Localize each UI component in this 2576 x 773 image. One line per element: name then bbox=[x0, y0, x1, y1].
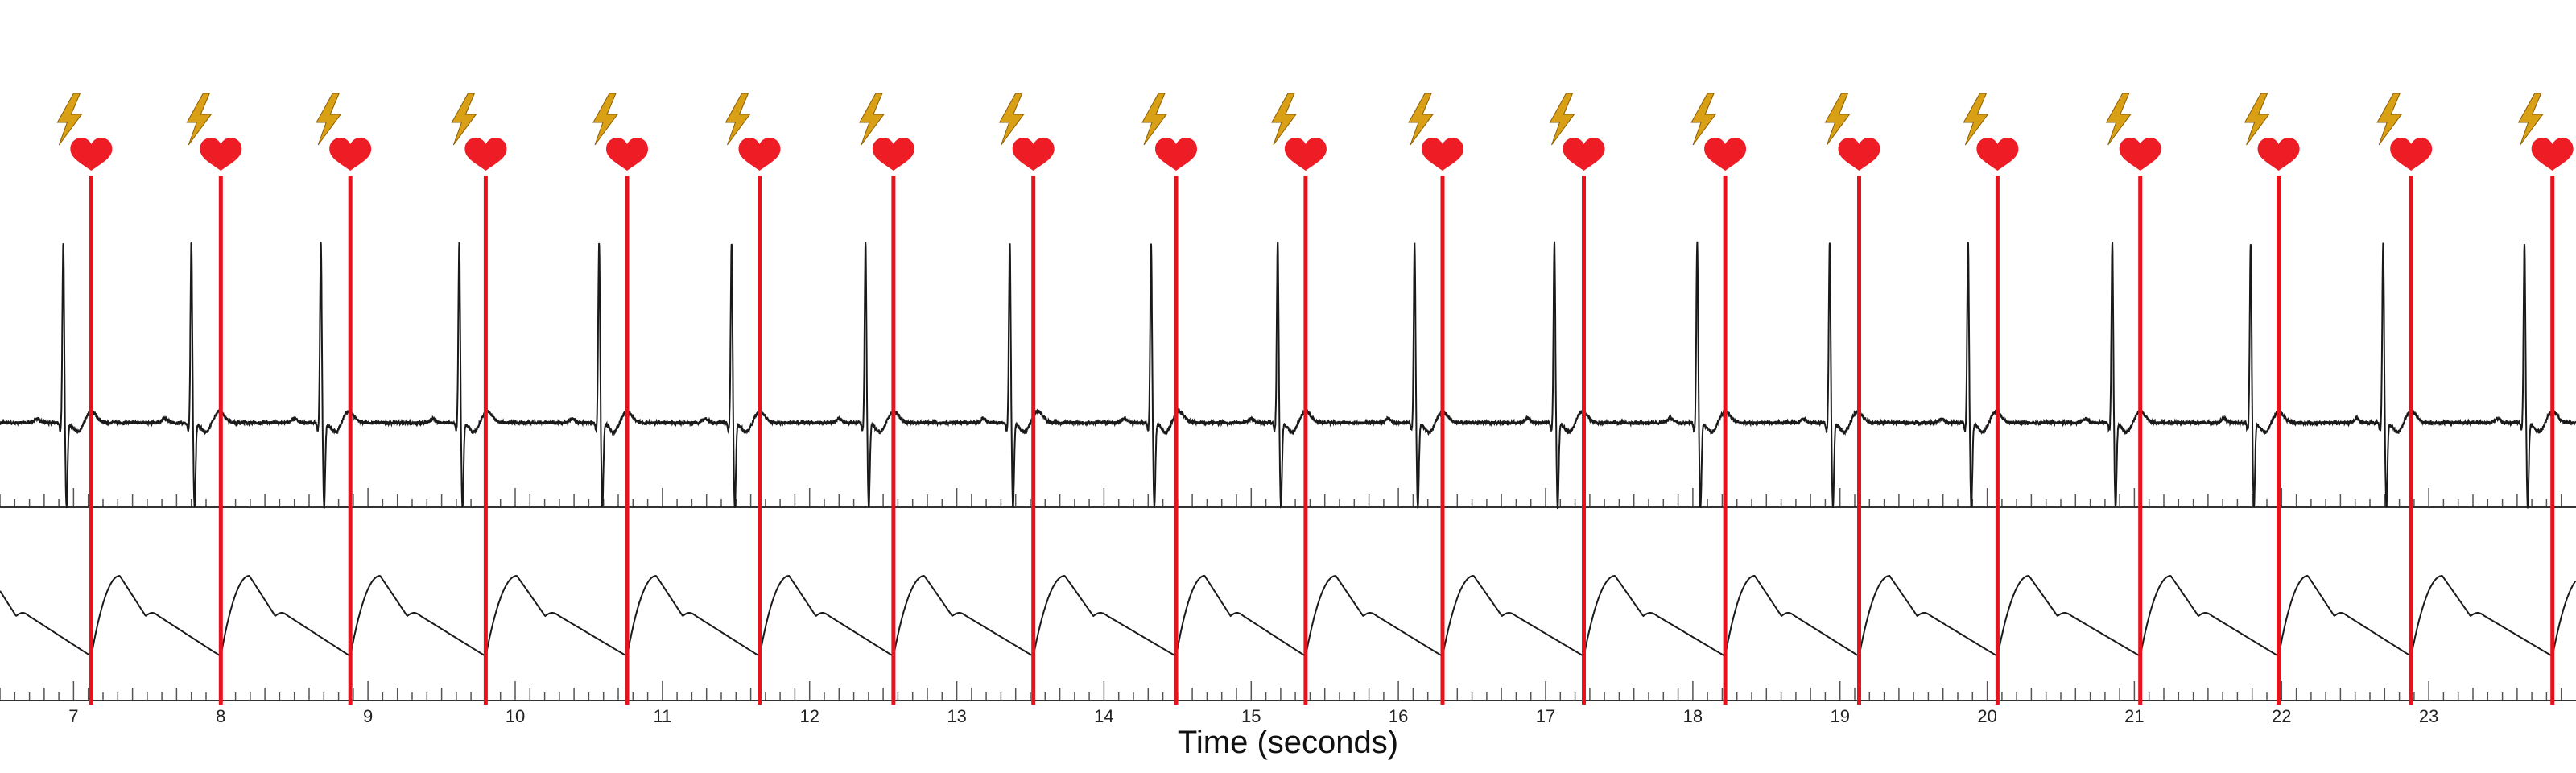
event-icons bbox=[56, 93, 2574, 171]
heart-icon bbox=[329, 138, 372, 171]
lightning-bolt-icon bbox=[316, 93, 342, 146]
x-tick-label: 16 bbox=[1389, 706, 1408, 726]
event-lines bbox=[89, 176, 2555, 705]
x-tick-labels: 7 8 9 10 11 12 13 14 15 16 17 18 19 20 21 22 23 bbox=[68, 706, 2438, 726]
lightning-bolt-icon bbox=[1549, 93, 1575, 146]
heart-icon bbox=[1976, 138, 2019, 171]
heart-icon bbox=[464, 138, 507, 171]
lightning-bolt-icon bbox=[1408, 93, 1434, 146]
pulse-trace bbox=[0, 574, 2576, 658]
x-tick-label: 13 bbox=[947, 706, 966, 726]
lightning-bolt-icon bbox=[859, 93, 885, 146]
lightning-bolt-icon bbox=[1963, 93, 1989, 146]
lightning-bolt-icon bbox=[2517, 93, 2544, 146]
x-tick-label: 7 bbox=[68, 706, 78, 726]
x-tick-label: 15 bbox=[1241, 706, 1261, 726]
x-axis-label: Time (seconds) bbox=[1178, 725, 1398, 760]
lightning-bolt-icon bbox=[592, 93, 618, 146]
heart-icon bbox=[2119, 138, 2161, 171]
heart-icon bbox=[2390, 138, 2433, 171]
heart-icon bbox=[1838, 138, 1880, 171]
lightning-bolt-icon bbox=[998, 93, 1025, 146]
x-tick-label: 20 bbox=[1977, 706, 1996, 726]
x-tick-label: 12 bbox=[799, 706, 819, 726]
pulse-tick-marks bbox=[0, 681, 2562, 701]
x-tick-label: 8 bbox=[216, 706, 225, 726]
x-tick-label: 21 bbox=[2124, 706, 2144, 726]
x-tick-label: 11 bbox=[653, 706, 671, 726]
lightning-bolt-icon bbox=[1824, 93, 1851, 146]
heart-icon bbox=[1704, 138, 1747, 171]
lightning-bolt-icon bbox=[1141, 93, 1167, 146]
ecg-trace bbox=[0, 241, 2576, 510]
lightning-bolt-icon bbox=[2376, 93, 2403, 146]
heart-icon bbox=[1155, 138, 1197, 171]
x-tick-label: 22 bbox=[2272, 706, 2291, 726]
x-tick-label: 9 bbox=[363, 706, 373, 726]
lightning-bolt-icon bbox=[2244, 93, 2270, 146]
heart-icon bbox=[2531, 138, 2574, 171]
x-tick-label: 19 bbox=[1830, 706, 1849, 726]
heart-icon bbox=[738, 138, 781, 171]
heart-icon bbox=[1284, 138, 1327, 171]
heart-icon bbox=[2257, 138, 2300, 171]
lightning-bolt-icon bbox=[186, 93, 213, 146]
heart-icon bbox=[70, 138, 113, 171]
heart-icon bbox=[1563, 138, 1605, 171]
ecg-tick-marks bbox=[0, 488, 2562, 507]
lightning-bolt-icon bbox=[1271, 93, 1297, 146]
lightning-bolt-icon bbox=[2105, 93, 2132, 146]
heart-icon bbox=[606, 138, 648, 171]
x-tick-label: 18 bbox=[1683, 706, 1703, 726]
heart-icon bbox=[1012, 138, 1055, 171]
x-tick-label: 10 bbox=[506, 706, 525, 726]
heart-icon bbox=[200, 138, 242, 171]
x-tick-label: 23 bbox=[2419, 706, 2438, 726]
heart-icon bbox=[872, 138, 914, 171]
lightning-bolt-icon bbox=[1690, 93, 1717, 146]
x-tick-label: 17 bbox=[1536, 706, 1555, 726]
lightning-bolt-icon bbox=[451, 93, 477, 146]
lightning-bolt-icon bbox=[56, 93, 83, 146]
heart-icon bbox=[1422, 138, 1463, 171]
x-tick-label: 14 bbox=[1094, 706, 1113, 726]
lightning-bolt-icon bbox=[724, 93, 751, 146]
